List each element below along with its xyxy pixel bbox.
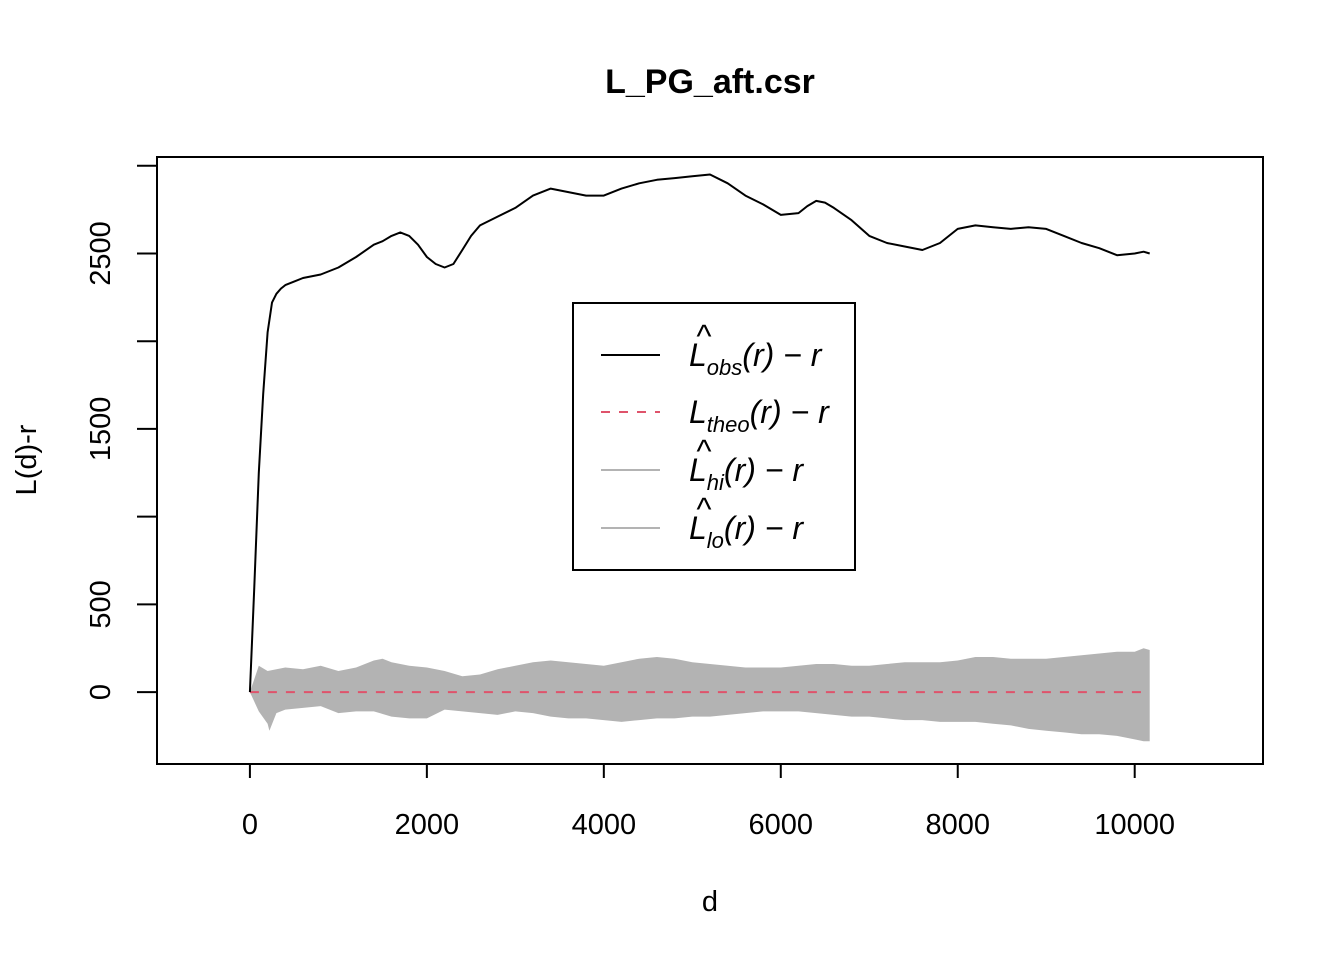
x-tick-label: 6000 — [749, 809, 814, 841]
legend-hat: ^ — [696, 433, 712, 469]
legend-label-lo: Llo(r) − r — [689, 510, 804, 553]
x-tick-label: 0 — [242, 809, 258, 841]
legend-hat: ^ — [696, 318, 712, 354]
x-axis-label: d — [702, 886, 718, 918]
y-tick-label: 1500 — [85, 397, 117, 462]
envelope-layer — [249, 648, 1150, 742]
legend-hat: ^ — [696, 491, 712, 527]
obs-layer — [248, 173, 1150, 693]
x-tick-label: 4000 — [572, 809, 637, 841]
x-axis: 0 2000 4000 6000 8000 10000 — [242, 763, 1175, 841]
y-axis: 0 500 1500 2500 — [85, 164, 158, 700]
legend-box — [572, 302, 856, 571]
y-axis-label: L(d)-r — [11, 424, 43, 495]
chart-title: L_PG_aft.csr — [605, 63, 815, 101]
legend-label-obs: Lobs(r) − r — [689, 337, 823, 380]
y-tick-label: 2500 — [85, 221, 117, 286]
x-tick-label: 10000 — [1094, 809, 1175, 841]
x-tick-label: 8000 — [925, 809, 990, 841]
obs-line — [248, 173, 1150, 693]
y-tick-label: 0 — [85, 684, 117, 700]
envelope-band — [249, 648, 1150, 742]
y-tick-label: 500 — [85, 580, 117, 628]
legend-label-hi: Lhi(r) − r — [689, 452, 804, 495]
x-tick-label: 2000 — [395, 809, 460, 841]
legend-label-theo: Ltheo(r) − r — [689, 394, 830, 437]
